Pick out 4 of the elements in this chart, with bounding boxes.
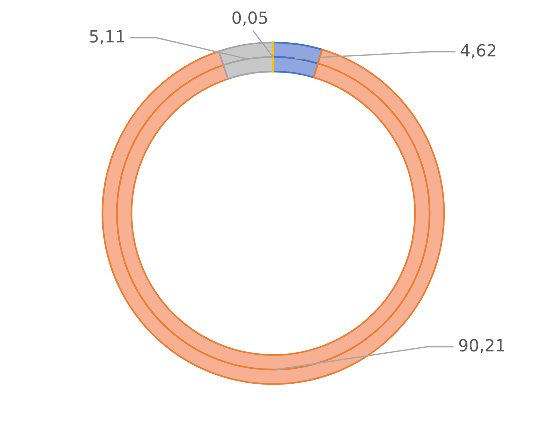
data-label: 4,62 (460, 44, 496, 59)
data-label: 5,11 (90, 30, 124, 45)
data-label: 90,21 (459, 339, 504, 354)
data-label: 0,05 (232, 12, 268, 26)
